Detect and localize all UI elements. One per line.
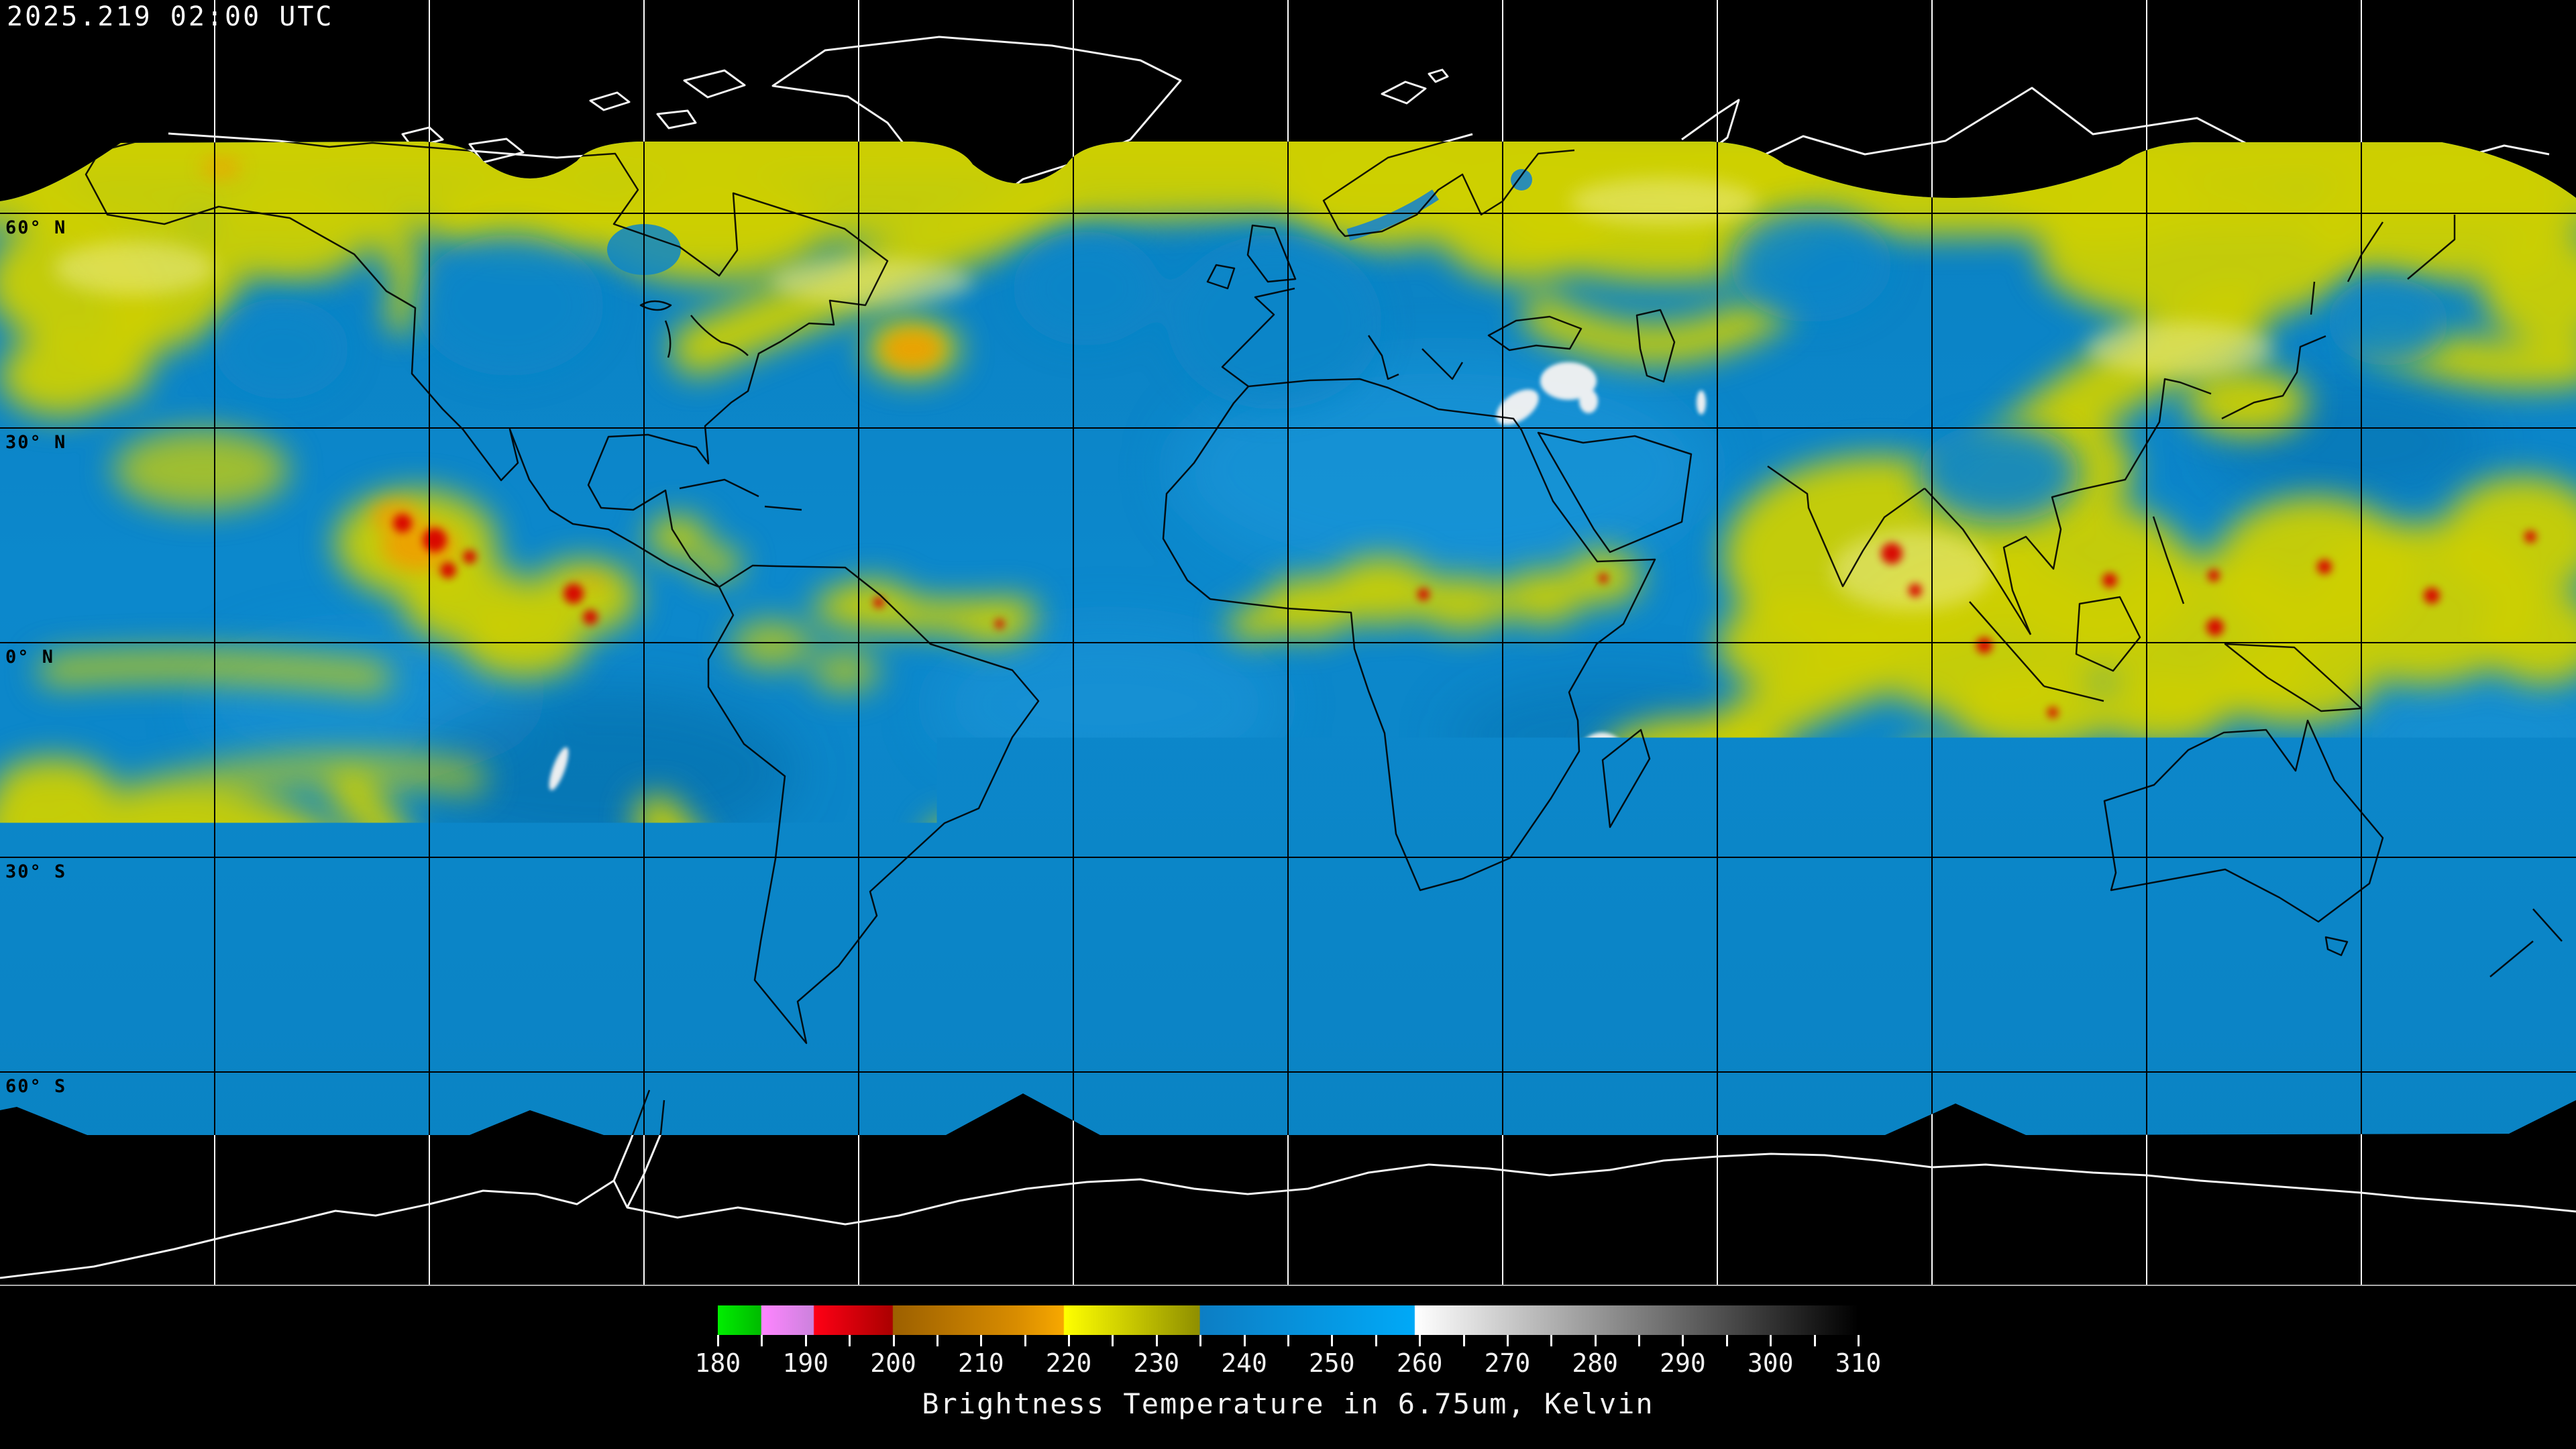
colorbar-tick-label: 300 <box>1723 1348 1817 1378</box>
colorbar-tick-label: 190 <box>759 1348 853 1378</box>
colorbar-tick-label: 270 <box>1460 1348 1554 1378</box>
colorbar-tick <box>805 1335 807 1346</box>
colorbar-tick <box>1595 1335 1597 1346</box>
colorbar-tick-label: 250 <box>1285 1348 1379 1378</box>
colorbar-tick-label: 220 <box>1022 1348 1116 1378</box>
colorbar-tick <box>980 1335 982 1346</box>
colorbar-tick <box>1682 1335 1684 1346</box>
colorbar-tick <box>1814 1335 1816 1346</box>
colorbar-tick <box>936 1335 938 1346</box>
colorbar-tick-label: 310 <box>1811 1348 1905 1378</box>
colorbar-tick <box>761 1335 763 1346</box>
latitude-label: 60° N <box>5 217 66 238</box>
colorbar-tick <box>893 1335 895 1346</box>
colorbar-tick <box>1199 1335 1201 1346</box>
colorbar-caption: Brightness Temperature in 6.75um, Kelvin <box>0 1387 2576 1420</box>
latitude-label: 60° S <box>5 1076 66 1097</box>
colorbar-gradient: 180 190 200 210 220 230 240 250 260 270 280 290 300 3… <box>718 1305 1858 1335</box>
colorbar-tick <box>1638 1335 1640 1346</box>
colorbar-tick-label: 200 <box>847 1348 941 1378</box>
colorbar-tick <box>1331 1335 1333 1346</box>
colorbar-tick <box>1770 1335 1772 1346</box>
colorbar-tick <box>1463 1335 1465 1346</box>
colorbar-tick <box>1507 1335 1509 1346</box>
timestamp: 2025.219 02:00 UTC <box>7 1 333 32</box>
colorbar-tick <box>1419 1335 1421 1346</box>
water-vapor-imagery <box>0 0 2576 1287</box>
colorbar-tick-label: 280 <box>1548 1348 1642 1378</box>
colorbar-tick <box>1156 1335 1158 1346</box>
satellite-composite-screen: 2025.219 02:00 UTC 60° N 30° N 0° N 30° S 60… <box>0 0 2576 1449</box>
colorbar-tick <box>1550 1335 1552 1346</box>
colorbar-tick-label: 240 <box>1197 1348 1291 1378</box>
latitude-label: 0° N <box>5 647 54 667</box>
colorbar-tick <box>1244 1335 1246 1346</box>
satellite-map-canvas <box>0 0 2576 1287</box>
colorbar-tick <box>1858 1335 1860 1346</box>
colorbar-tick-label: 180 <box>671 1348 765 1378</box>
colorbar-tick-label: 230 <box>1110 1348 1203 1378</box>
colorbar-tick <box>849 1335 851 1346</box>
colorbar-tick <box>1726 1335 1728 1346</box>
colorbar-tick-label: 260 <box>1373 1348 1466 1378</box>
colorbar-tick-label: 290 <box>1635 1348 1729 1378</box>
colorbar-tick <box>717 1335 719 1346</box>
colorbar-tick <box>1112 1335 1114 1346</box>
colorbar-tick-label: 210 <box>934 1348 1028 1378</box>
latitude-label: 30° N <box>5 432 66 453</box>
latitude-label: 30° S <box>5 861 66 882</box>
colorbar-tick <box>1068 1335 1070 1346</box>
colorbar-tick <box>1287 1335 1289 1346</box>
colorbar-tick <box>1024 1335 1026 1346</box>
colorbar-tick <box>1375 1335 1377 1346</box>
